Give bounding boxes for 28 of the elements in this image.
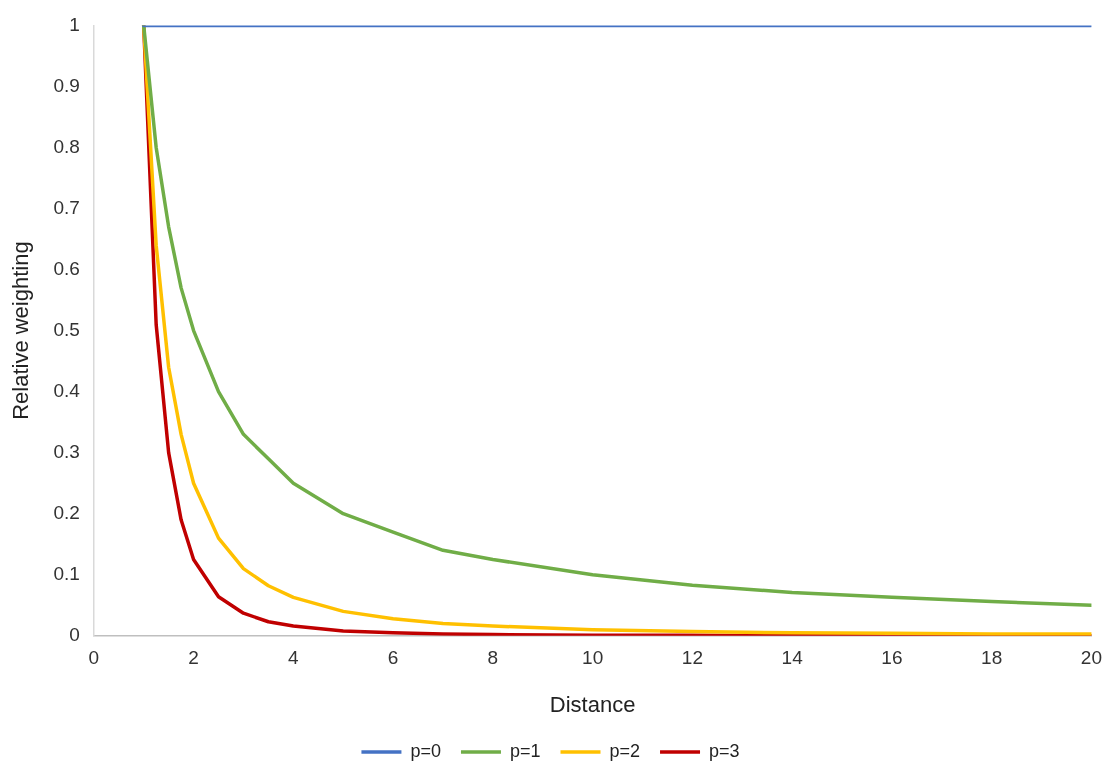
- x-tick-label: 2: [188, 647, 199, 669]
- y-tick-label: 1: [69, 13, 80, 35]
- y-tick-label: 0.6: [53, 257, 80, 279]
- x-tick-label: 12: [681, 647, 703, 669]
- y-tick-label: 0.5: [53, 318, 80, 340]
- x-tick-label: 18: [981, 647, 1003, 669]
- x-tick-label: 6: [387, 647, 399, 669]
- x-tick-label: 8: [487, 647, 499, 669]
- x-tick-label: 14: [781, 647, 804, 669]
- legend-label: p=2: [609, 740, 641, 761]
- y-tick-label: 0: [69, 624, 80, 646]
- y-tick-label: 0.4: [53, 379, 81, 401]
- legend-label: p=1: [509, 740, 541, 761]
- x-tick-label: 16: [881, 647, 903, 669]
- y-tick-label: 0.2: [53, 501, 80, 523]
- x-tick-label: 20: [1080, 647, 1102, 669]
- y-axis-title: Relative weighting: [8, 241, 34, 420]
- x-tick-label: 0: [88, 647, 100, 669]
- x-tick-label: 10: [582, 647, 604, 669]
- y-tick-label: 0.8: [53, 135, 80, 157]
- legend-label: p=0: [410, 740, 441, 761]
- y-tick-label: 0.3: [53, 440, 80, 462]
- legend-label: p=3: [709, 740, 740, 761]
- x-axis-title: Distance: [549, 691, 636, 717]
- x-tick-label: 4: [288, 647, 300, 669]
- y-tick-label: 0.1: [53, 562, 80, 584]
- y-tick-label: 0.7: [53, 196, 80, 218]
- y-tick-label: 0.9: [53, 74, 80, 96]
